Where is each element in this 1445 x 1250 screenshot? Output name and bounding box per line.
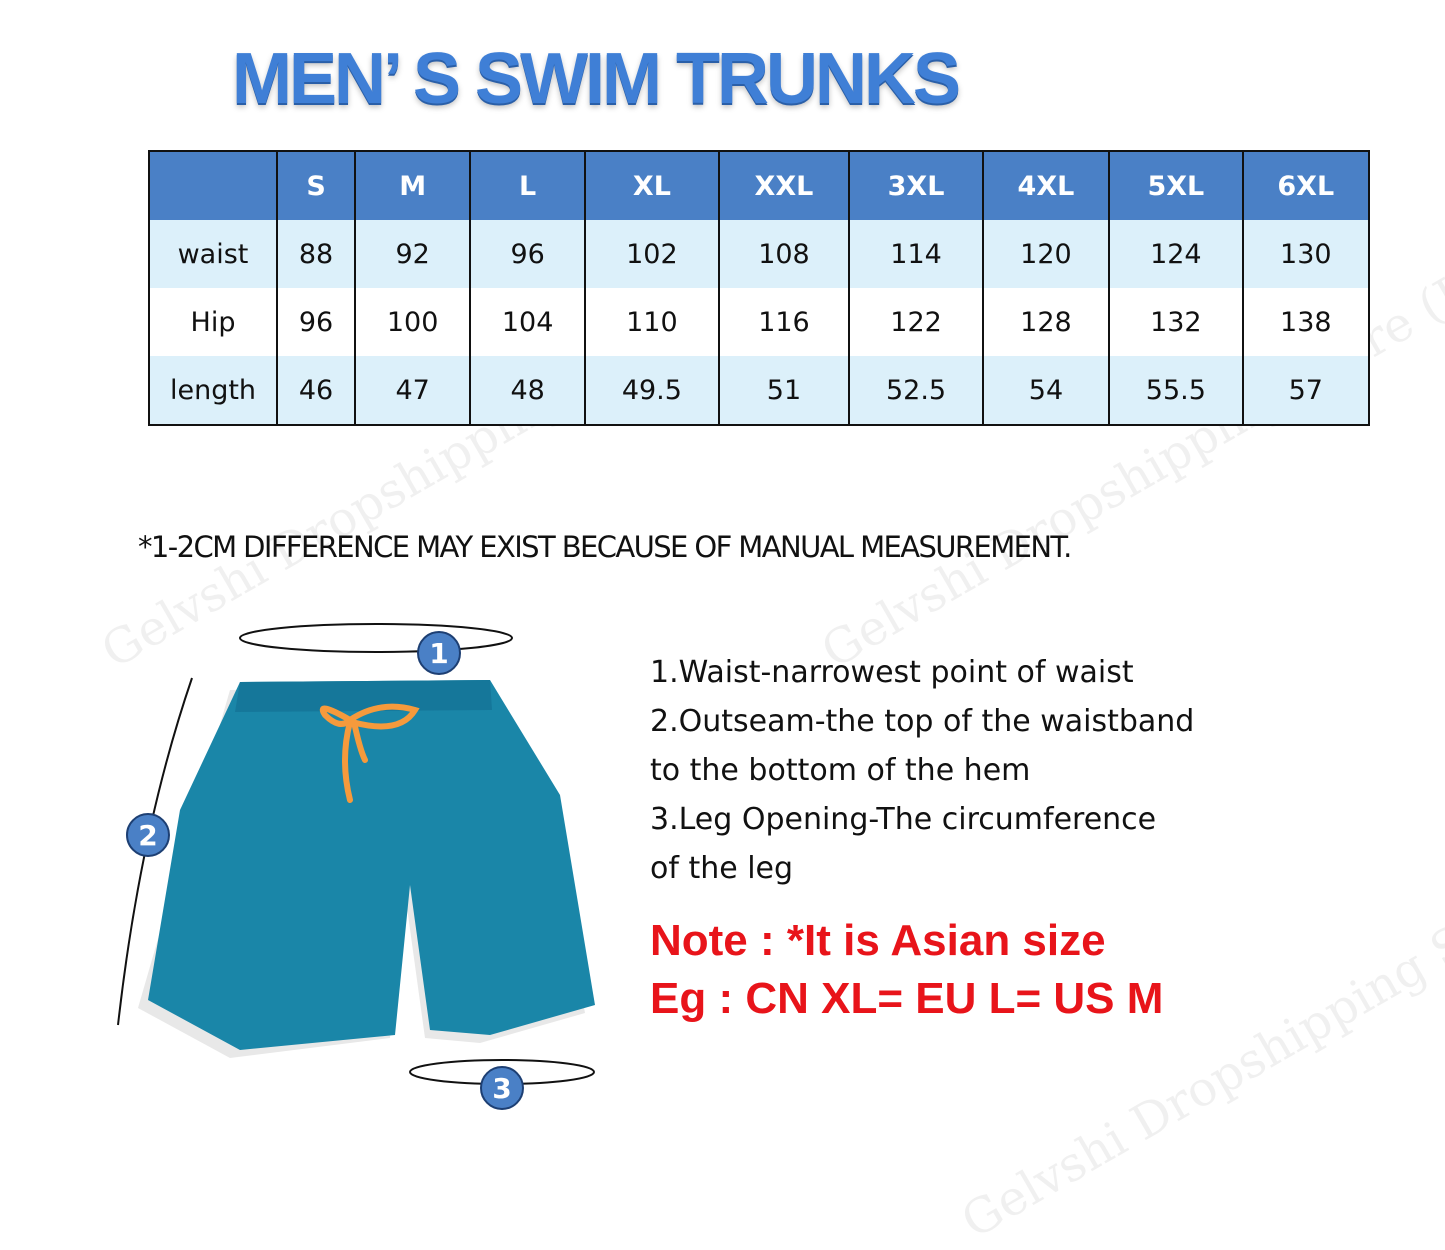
size-header: M — [354, 151, 471, 220]
table-cell: 116 — [717, 288, 850, 356]
table-cell: 88 — [275, 220, 356, 288]
size-header: 3XL — [848, 151, 983, 220]
waist-ellipse — [239, 623, 513, 653]
asian-size-note: Note : *It is Asian size Eg : CN XL= EU … — [650, 912, 1163, 1028]
table-cell: 102 — [584, 220, 719, 288]
shorts-body — [148, 680, 595, 1050]
marker-1-icon: 1 — [417, 631, 461, 675]
svg-text:1: 1 — [429, 637, 448, 670]
svg-text:3: 3 — [492, 1072, 511, 1105]
table-cell: 55.5 — [1108, 356, 1243, 425]
page-title: MEN’ S SWIM TRUNKS — [232, 39, 961, 119]
table-cell: 122 — [848, 288, 983, 356]
table-cell: 104 — [469, 288, 586, 356]
size-header: S — [275, 151, 356, 220]
size-conversion-line: Eg : CN XL= EU L= US M — [650, 974, 1164, 1023]
instruction-line: 3.Leg Opening-The circumference — [650, 802, 1157, 837]
row-label: length — [148, 356, 277, 425]
size-header: XL — [584, 151, 719, 220]
table-cell: 52.5 — [848, 356, 983, 425]
asian-note-line: Note : *It is Asian size — [650, 916, 1106, 965]
svg-text:2: 2 — [138, 819, 157, 852]
instruction-line: 1.Waist-narrowest point of waist — [650, 655, 1134, 690]
marker-2-icon: 2 — [126, 813, 170, 857]
instruction-line: to the bottom of the hem — [650, 753, 1031, 788]
table-cell: 132 — [1108, 288, 1243, 356]
row-label: waist — [148, 220, 277, 288]
size-header: 6XL — [1241, 151, 1369, 220]
table-cell: 51 — [717, 356, 850, 425]
marker-3-icon: 3 — [480, 1066, 524, 1110]
table-cell: 110 — [584, 288, 719, 356]
table-cell: 96 — [469, 220, 586, 288]
measurement-instructions: 1.Waist-narrowest point of waist 2.Outse… — [650, 648, 1194, 893]
table-cell: 48 — [469, 356, 586, 425]
measurement-note: *1-2CM DIFFERENCE MAY EXIST BECAUSE OF M… — [138, 530, 1072, 564]
table-cell: 130 — [1241, 220, 1369, 288]
table-cell: 124 — [1108, 220, 1243, 288]
waistband — [235, 680, 492, 712]
size-header: 4XL — [981, 151, 1110, 220]
drawstring-icon — [319, 703, 420, 803]
table-cell: 54 — [981, 356, 1110, 425]
header-corner — [148, 151, 277, 220]
table-cell: 47 — [354, 356, 471, 425]
table-header-row: S M L XL XXL 3XL 4XL 5XL 6XL — [148, 151, 1369, 220]
table-row: waist 88 92 96 102 108 114 120 124 130 — [148, 220, 1369, 288]
table-cell: 49.5 — [584, 356, 719, 425]
table-cell: 100 — [354, 288, 471, 356]
table-cell: 46 — [275, 356, 356, 425]
instruction-line: of the leg — [650, 851, 794, 886]
shorts-diagram: 1 2 3 — [117, 623, 595, 1110]
table-cell: 92 — [354, 220, 471, 288]
table-cell: 96 — [275, 288, 356, 356]
size-header: XXL — [717, 151, 850, 220]
table-row: length 46 47 48 49.5 51 52.5 54 55.5 57 — [148, 356, 1369, 425]
size-header: L — [469, 151, 586, 220]
table-cell: 120 — [981, 220, 1110, 288]
table-cell: 114 — [848, 220, 983, 288]
size-header: 5XL — [1108, 151, 1243, 220]
instruction-line: 2.Outseam-the top of the waistband — [650, 704, 1195, 739]
table-row: Hip 96 100 104 110 116 122 128 132 138 — [148, 288, 1369, 356]
table-cell: 108 — [717, 220, 850, 288]
size-table: S M L XL XXL 3XL 4XL 5XL 6XL waist 88 92 96 102 108 11… — [148, 150, 1370, 426]
table-cell: 128 — [981, 288, 1110, 356]
table-cell: 57 — [1241, 356, 1369, 425]
row-label: Hip — [148, 288, 277, 356]
table-cell: 138 — [1241, 288, 1369, 356]
